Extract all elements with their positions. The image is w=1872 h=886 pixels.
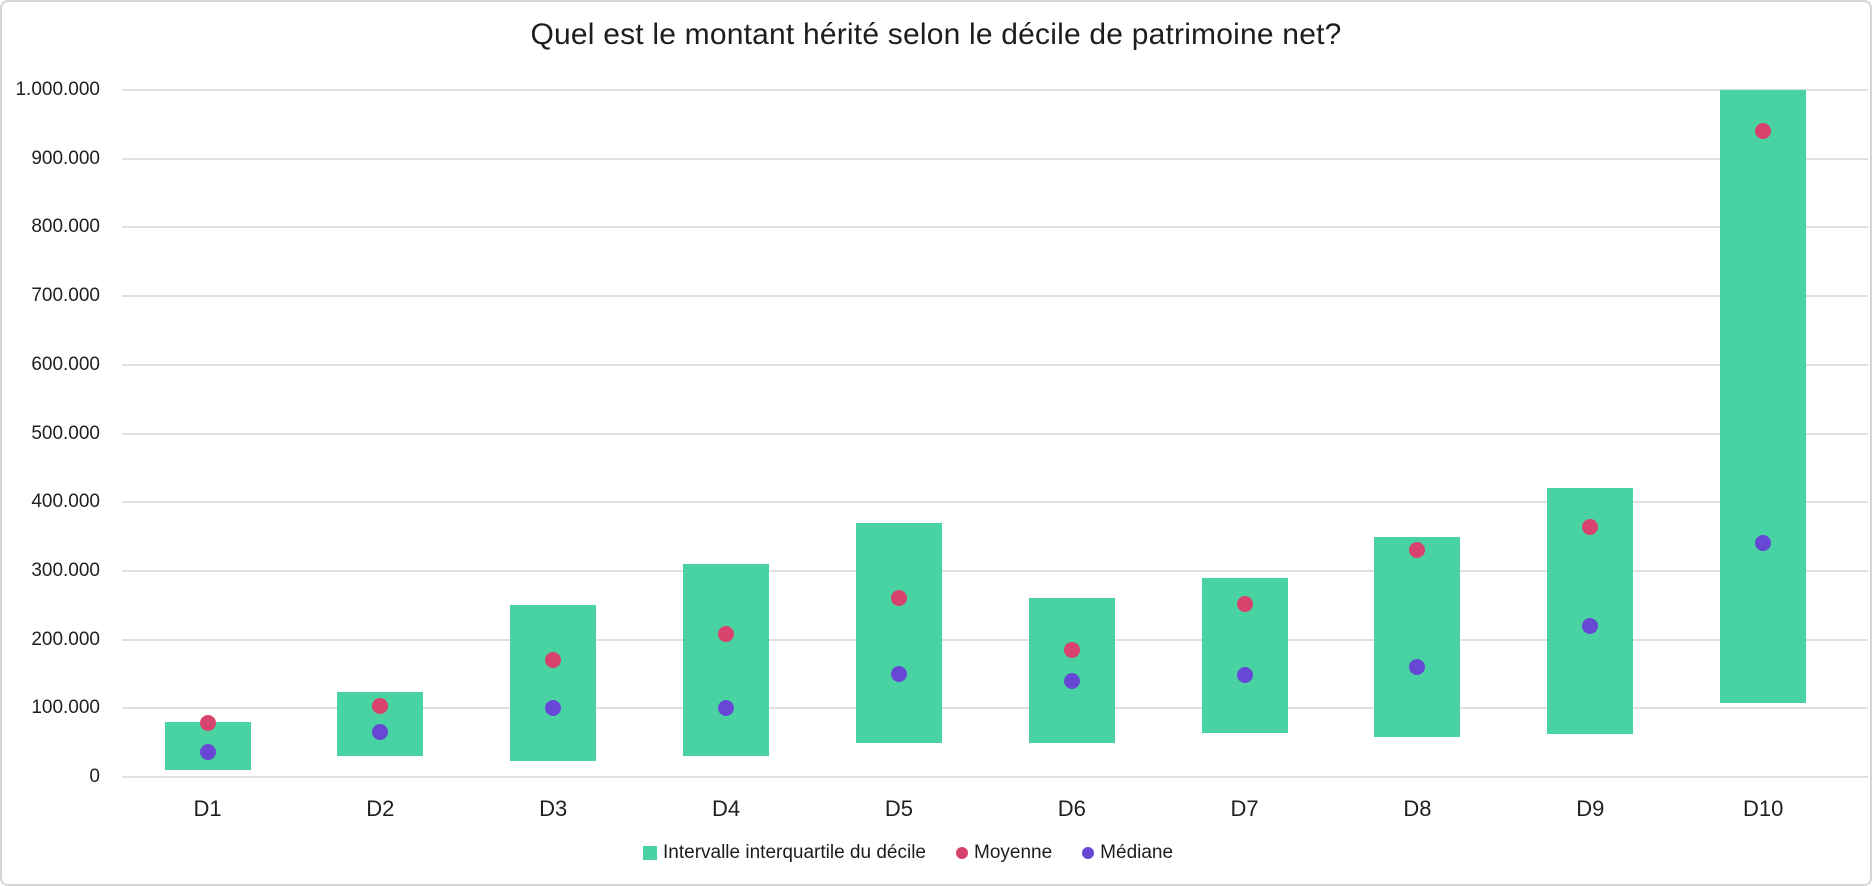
chart-title: Quel est le montant hérité selon le déci… <box>530 18 1342 51</box>
legend-dot-marker <box>956 847 968 859</box>
x-axis-label: D9 <box>1576 796 1605 821</box>
median-point <box>372 724 389 741</box>
legend-item: Moyenne <box>956 842 1052 864</box>
legend-label: Intervalle interquartile du décile <box>663 842 926 863</box>
mean-point <box>1236 595 1253 612</box>
iqr-bar <box>683 564 770 757</box>
mean-point <box>718 626 735 643</box>
legend-label: Médiane <box>1100 842 1174 863</box>
gridline <box>122 432 1868 435</box>
y-axis-tick-label: 0 <box>89 766 100 787</box>
y-axis-tick-label: 300.000 <box>31 559 100 581</box>
gridline <box>122 501 1868 504</box>
y-axis-tick-label: 700.000 <box>31 285 100 307</box>
x-axis-label: D8 <box>1403 796 1432 821</box>
median-point <box>1409 659 1426 676</box>
gridline <box>122 157 1868 160</box>
mean-point <box>545 652 562 669</box>
y-axis-tick-label: 900.000 <box>31 147 100 169</box>
gridline <box>122 363 1868 366</box>
y-axis-tick-label: 500.000 <box>31 422 100 444</box>
median-point <box>1755 535 1772 552</box>
gridline <box>122 638 1868 641</box>
gridline <box>122 707 1868 710</box>
legend-square-marker <box>643 846 657 860</box>
gridline <box>122 569 1868 572</box>
legend: Intervalle interquartile du décile Moyenn… <box>643 842 1173 864</box>
mean-point <box>1755 123 1772 140</box>
x-axis-label: D7 <box>1230 796 1259 821</box>
iqr-bar <box>510 605 597 761</box>
mean-point <box>1582 518 1599 535</box>
mean-point <box>890 590 907 607</box>
iqr-bar <box>1028 598 1115 743</box>
x-axis-label: D5 <box>884 796 913 821</box>
mean-point <box>199 714 216 731</box>
y-axis-tick-label: 200.000 <box>31 628 100 650</box>
iqr-bar <box>855 522 942 743</box>
y-axis-tick-label: 100.000 <box>31 697 100 719</box>
x-axis-label: D4 <box>711 796 741 821</box>
x-axis-label: D1 <box>193 796 222 821</box>
legend-item: Médiane <box>1082 842 1173 864</box>
iqr-bar <box>1374 536 1461 738</box>
y-axis-tick-label: 1.000.000 <box>15 79 100 100</box>
gridline <box>122 226 1868 229</box>
y-axis-tick-label: 600.000 <box>31 353 100 375</box>
x-axis-label: D3 <box>539 796 568 821</box>
median-point <box>890 665 907 682</box>
gridline <box>122 295 1868 298</box>
legend-dot-marker <box>1082 847 1095 859</box>
y-axis-tick-label: 400.000 <box>31 491 100 513</box>
y-axis-tick-label: 800.000 <box>31 216 100 238</box>
x-axis-label: D2 <box>366 796 395 821</box>
median-point <box>1063 672 1080 689</box>
gridline <box>122 776 1868 778</box>
legend-item: Intervalle interquartile du décile <box>643 842 926 864</box>
legend-label: Moyenne <box>974 842 1053 863</box>
median-point <box>545 700 562 717</box>
median-point <box>1582 617 1599 634</box>
median-point <box>718 700 735 717</box>
mean-point <box>1409 542 1426 559</box>
gridline <box>122 89 1868 91</box>
x-axis-label: D6 <box>1057 796 1086 821</box>
mean-point <box>1063 641 1080 658</box>
iqr-bar <box>1720 90 1807 703</box>
x-axis-label: D10 <box>1742 796 1784 821</box>
median-point <box>1236 667 1253 684</box>
mean-point <box>372 698 389 715</box>
median-point <box>199 743 216 760</box>
